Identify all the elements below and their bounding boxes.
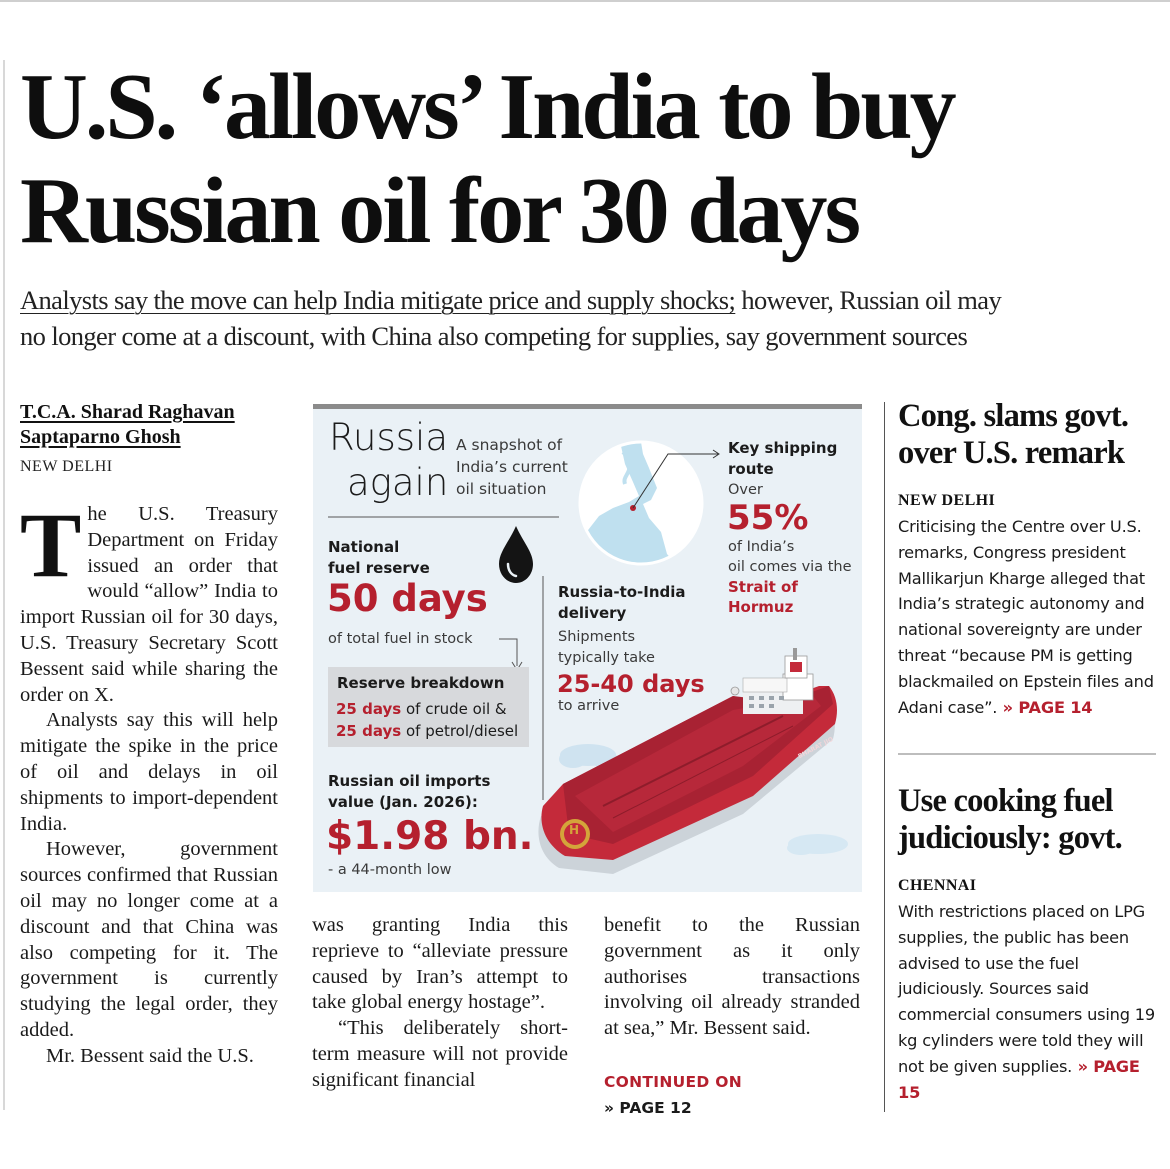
- article-paragraph-6: “This deliberately short-term measure wi…: [312, 1017, 568, 1091]
- story-2-title-2[interactable]: judiciously: govt.: [898, 820, 1123, 856]
- article-paragraph-3: However, government sources confirmed th…: [20, 838, 278, 1041]
- breakdown-petrol: 25 days of petrol/diesel: [336, 720, 518, 742]
- reserve-note: of total fuel in stock: [328, 631, 473, 647]
- story-2-title-1[interactable]: Use cooking fuel: [898, 783, 1114, 819]
- helipad-label: H: [569, 823, 580, 837]
- route-label-2: route: [728, 460, 774, 478]
- continued-label: CONTINUED ON: [604, 1073, 743, 1091]
- imports-note: - a 44-month low: [328, 862, 452, 878]
- story-2-location: CHENNAI: [898, 877, 977, 894]
- article-paragraph-4: Mr. Bessent said the U.S.: [46, 1044, 254, 1067]
- story-1-title-1[interactable]: Cong. slams govt.: [898, 398, 1129, 434]
- article-column-3: benefit to the Russian government as it …: [604, 913, 860, 1042]
- petrol-value: 25 days: [336, 722, 402, 740]
- oil-drop-icon: [499, 526, 533, 583]
- standfirst-line-2: no longer come at a discount, with China…: [20, 321, 968, 351]
- breakdown-box: [328, 667, 529, 747]
- route-strait-2: Hormuz: [728, 598, 794, 616]
- story-2-page-link[interactable]: » PAGE 15: [898, 1056, 1140, 1102]
- map-icon: [578, 440, 720, 566]
- article-column-2: was granting India this reprieve to “all…: [312, 913, 568, 1094]
- article-paragraph-2: Analysts say this will help mitigate the…: [20, 709, 278, 835]
- crude-value: 25 days: [336, 700, 402, 718]
- standfirst: Analysts say the move can help India mit…: [20, 282, 1140, 354]
- imports-label-1: Russian oil imports: [328, 772, 491, 790]
- standfirst-line-1: however, Russian oil may: [735, 285, 1002, 315]
- crude-text: of crude oil &: [401, 700, 507, 718]
- byline: T.C.A. Sharad Raghavan Saptaparno Ghosh …: [20, 400, 235, 480]
- top-border: [0, 0, 1170, 2]
- headline: U.S. ‘allows’ India to buy Russian oil f…: [20, 55, 1140, 263]
- continued-on[interactable]: CONTINUED ON » PAGE 12: [604, 1069, 742, 1121]
- infographic: Russia again A snapshot of India’s curre…: [313, 404, 862, 892]
- route-strait-1: Strait of: [728, 578, 798, 596]
- reserve-label-2: fuel reserve: [328, 559, 430, 577]
- infographic-top-bar: [313, 404, 862, 409]
- route-value: 55%: [727, 498, 809, 538]
- route-over: Over: [728, 482, 763, 498]
- article-paragraph-1: he U.S. Treasury Department on Friday is…: [20, 503, 278, 706]
- dropcap: T: [20, 494, 82, 596]
- infographic-subtitle-3: oil situation: [456, 480, 547, 498]
- petrol-text: of petrol/diesel: [401, 722, 519, 740]
- route-text-1: of India’s: [728, 539, 795, 555]
- author-2[interactable]: Saptaparno Ghosh: [20, 426, 181, 448]
- sidebar-story-1[interactable]: Cong. slams govt. over U.S. remark NEW D…: [898, 398, 1160, 720]
- tanker-ship-icon: [538, 648, 837, 874]
- infographic-title-2: again: [347, 461, 449, 504]
- delivery-label-2: delivery: [558, 604, 627, 622]
- story-1-body: Criticising the Centre over U.S. remarks…: [898, 517, 1154, 717]
- infographic-subtitle-2: India’s current: [456, 458, 568, 476]
- story-1-title-2[interactable]: over U.S. remark: [898, 435, 1125, 471]
- headline-line-2: Russian oil for 30 days: [20, 159, 861, 263]
- delivery-note: to arrive: [558, 698, 620, 714]
- cloud-shape-2: [787, 834, 848, 855]
- delivery-value: 25-40 days: [557, 670, 705, 698]
- left-margin-rule: [3, 60, 5, 1110]
- delivery-label-1: Russia-to-India: [558, 583, 686, 601]
- story-1-location: NEW DELHI: [898, 492, 996, 509]
- infographic-title-1: Russia: [329, 416, 449, 459]
- breakdown-crude: 25 days of crude oil &: [336, 698, 507, 720]
- reserve-label-1: National: [328, 538, 400, 556]
- sidebar-story-2[interactable]: Use cooking fuel judiciously: govt. CHEN…: [898, 783, 1160, 1105]
- story-1-text: Criticising the Centre over U.S. remarks…: [898, 514, 1160, 720]
- delivery-text-1: Shipments: [558, 629, 636, 645]
- story-2-text: With restrictions placed on LPG supplies…: [898, 899, 1160, 1105]
- article-paragraph-7: benefit to the Russian government as it …: [604, 914, 860, 1040]
- route-text-2: oil comes via the: [728, 559, 852, 575]
- standfirst-underlined: Analysts say the move can help India mit…: [20, 285, 736, 315]
- imports-label-2: value (Jan. 2026):: [328, 793, 478, 811]
- infographic-subtitle-1: A snapshot of: [456, 436, 563, 454]
- continued-page[interactable]: » PAGE 12: [604, 1099, 692, 1117]
- breakdown-title: Reserve breakdown: [337, 674, 505, 692]
- infographic-graphics: [328, 440, 848, 874]
- article-paragraph-5: was granting India this reprieve to “all…: [312, 914, 568, 1014]
- route-label-1: Key shipping: [728, 439, 838, 457]
- connector-arrow: [499, 638, 518, 666]
- story-2-body: With restrictions placed on LPG supplies…: [898, 902, 1155, 1076]
- headline-line-1: U.S. ‘allows’ India to buy: [20, 55, 957, 159]
- dateline: NEW DELHI: [20, 458, 113, 475]
- author-1[interactable]: T.C.A. Sharad Raghavan: [20, 401, 235, 423]
- delivery-text-2: typically take: [558, 650, 655, 666]
- sidebar-separator: [898, 753, 1156, 755]
- sidebar-divider: [884, 402, 885, 1112]
- imports-value: $1.98 bn.: [326, 814, 534, 859]
- story-1-page-link[interactable]: » PAGE 14: [997, 697, 1093, 717]
- reserve-value: 50 days: [327, 577, 488, 620]
